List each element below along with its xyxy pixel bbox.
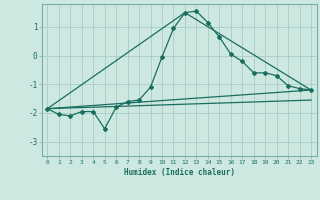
X-axis label: Humidex (Indice chaleur): Humidex (Indice chaleur) xyxy=(124,168,235,177)
